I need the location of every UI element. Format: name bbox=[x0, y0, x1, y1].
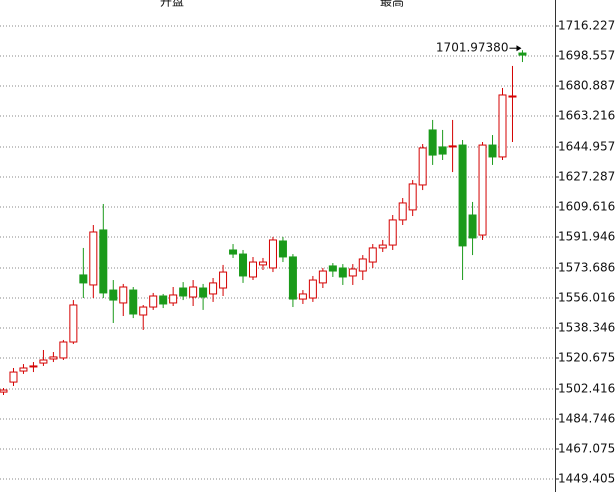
candle-body bbox=[229, 249, 238, 255]
candle-body bbox=[149, 295, 158, 308]
candle-body bbox=[169, 294, 178, 304]
candle-body bbox=[179, 287, 188, 297]
candle-body bbox=[488, 144, 497, 158]
candle-body bbox=[19, 367, 28, 372]
y-tick-label: 1502.4164 bbox=[558, 382, 615, 396]
candle-body bbox=[468, 214, 477, 239]
candle-body bbox=[249, 261, 257, 278]
y-tick-label: 1520.6757 bbox=[558, 351, 615, 365]
candle-body bbox=[298, 293, 307, 300]
candle-body bbox=[209, 282, 218, 295]
candle-body bbox=[219, 271, 228, 289]
candle-body bbox=[438, 146, 447, 155]
candle-body bbox=[398, 202, 407, 221]
candle-body bbox=[428, 129, 437, 156]
y-tick-label: 1591.9462 bbox=[558, 229, 615, 243]
candle-body bbox=[458, 144, 467, 247]
y-tick-label: 1716.2275 bbox=[558, 18, 615, 32]
candle-body bbox=[139, 306, 148, 316]
candle-body bbox=[49, 356, 58, 360]
candle-body bbox=[518, 52, 527, 56]
y-tick-label: 1467.0750 bbox=[558, 442, 615, 456]
candle-body bbox=[268, 239, 277, 269]
candle-body bbox=[69, 304, 78, 343]
header-label: 最高 bbox=[380, 0, 404, 9]
candle-body bbox=[199, 287, 208, 298]
candle-body bbox=[258, 261, 267, 266]
candle-body bbox=[109, 289, 118, 301]
candle-body bbox=[348, 268, 357, 277]
candle-body bbox=[159, 295, 168, 305]
y-tick-label: 1680.887 bbox=[558, 78, 615, 92]
y-tick-label: 1538.346 bbox=[558, 321, 615, 335]
y-tick-label: 1663.2167 bbox=[558, 108, 615, 122]
candle-body bbox=[239, 253, 248, 277]
candle-body bbox=[89, 231, 98, 286]
annotation: 1701.97380 bbox=[436, 41, 509, 55]
y-tick-label: 1698.5575 bbox=[558, 48, 615, 62]
candle-body bbox=[9, 371, 18, 383]
candle-body bbox=[478, 144, 487, 236]
y-tick-label: 1644.9574 bbox=[558, 139, 615, 153]
header-label: 开盘 bbox=[160, 0, 184, 9]
y-tick-label: 1573.6865 bbox=[558, 261, 615, 275]
candle-body bbox=[278, 240, 287, 258]
candle-body bbox=[189, 286, 198, 298]
annotation-arrowhead bbox=[516, 45, 522, 52]
y-tick-label: 1484.7460 bbox=[558, 412, 615, 426]
candle-body bbox=[448, 145, 457, 148]
candle-body bbox=[418, 147, 427, 186]
candle-body bbox=[378, 244, 387, 249]
candle-body bbox=[498, 94, 507, 158]
candle-body bbox=[59, 341, 68, 359]
candle-body bbox=[99, 229, 108, 294]
candle-body bbox=[508, 95, 517, 98]
candle-body bbox=[328, 265, 337, 272]
candle-body bbox=[0, 389, 8, 393]
candle-body bbox=[318, 270, 327, 284]
y-tick-label: 1627.2870 bbox=[558, 169, 615, 183]
y-tick-label: 1449.4052 bbox=[558, 472, 615, 486]
candle-body bbox=[129, 289, 138, 315]
candle-body bbox=[368, 247, 377, 263]
y-tick-label: 1609.6160 bbox=[558, 200, 615, 214]
candle-body bbox=[29, 365, 38, 368]
candle-body bbox=[119, 286, 128, 304]
candle-body bbox=[288, 256, 297, 300]
candle-body bbox=[338, 267, 347, 278]
candle-body bbox=[408, 183, 417, 211]
candle-body bbox=[308, 279, 317, 299]
candle-body bbox=[39, 359, 48, 364]
candle-body bbox=[388, 219, 397, 246]
candle-body bbox=[358, 258, 367, 272]
candle-body bbox=[79, 274, 88, 284]
y-tick-label: 1556.0165 bbox=[558, 291, 615, 305]
